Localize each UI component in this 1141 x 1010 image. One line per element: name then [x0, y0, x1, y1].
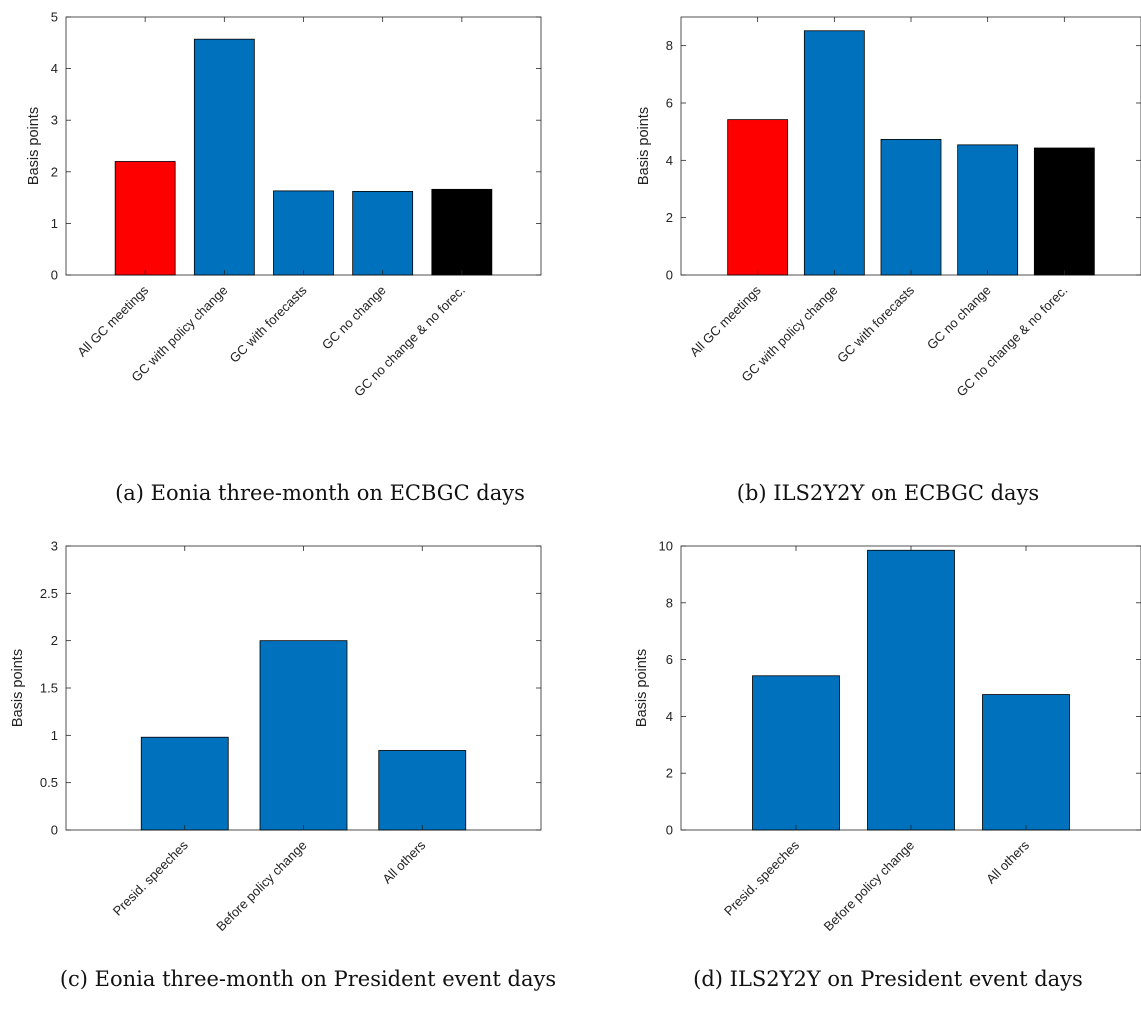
bar	[140, 736, 229, 831]
y-tick-label: 0	[666, 268, 673, 283]
bar	[803, 30, 865, 276]
bar	[431, 188, 493, 276]
x-tick-label: All GC meetings	[74, 282, 151, 359]
x-tick-label: Presid. speeches	[721, 837, 802, 918]
bar	[259, 640, 348, 831]
bar	[114, 161, 176, 276]
x-tick-label: Presid. speeches	[110, 837, 191, 918]
bar	[352, 191, 414, 276]
bar	[957, 144, 1019, 276]
y-tick-label: 6	[666, 652, 673, 667]
y-axis-label: Basis points	[634, 649, 650, 727]
y-tick-label: 2	[51, 164, 58, 179]
y-tick-label: 3	[51, 539, 58, 554]
caption-c: (c) Eonia three-month on President event…	[60, 967, 556, 991]
y-tick-label: 0	[51, 823, 58, 838]
x-tick-label: All others	[983, 837, 1032, 886]
x-tick-label: GC with forecasts	[834, 282, 917, 365]
y-tick-label: 2	[666, 210, 673, 225]
y-tick-label: 6	[666, 96, 673, 111]
x-tick-label: GC with forecasts	[226, 282, 309, 365]
bar	[378, 750, 467, 831]
bar	[727, 119, 789, 276]
bar	[1033, 147, 1095, 276]
y-tick-label: 4	[666, 709, 673, 724]
y-tick-label: 0	[51, 268, 58, 283]
y-tick-label: 1.5	[40, 681, 58, 696]
y-tick-label: 0.5	[40, 775, 58, 790]
caption-a: (a) Eonia three-month on ECBGC days	[115, 481, 525, 505]
y-tick-label: 2	[666, 766, 673, 781]
y-tick-label: 3	[51, 113, 58, 128]
panel-d: 0 2 4 6 8 10 Basis points Presid. speeches Befor…	[634, 539, 1141, 934]
panel-c: 0 0.5 1 1.5 2 2.5 3 Basis points Presid. speeche…	[10, 539, 542, 934]
y-axis-label: Basis points	[636, 107, 652, 185]
y-tick-label: 4	[666, 153, 673, 168]
y-tick-label: 2	[51, 633, 58, 648]
y-axis-label: Basis points	[10, 649, 26, 727]
x-tick-label: Before policy change	[821, 838, 917, 934]
caption-b: (b) ILS2Y2Y on ECBGC days	[737, 481, 1039, 505]
bar	[982, 694, 1070, 831]
bar	[752, 675, 840, 831]
y-tick-label: 0	[666, 823, 673, 838]
x-tick-label: All GC meetings	[687, 282, 764, 359]
panel-a: 0 1 2 3 4 5 Basis points All GC meetings GC with…	[26, 10, 542, 399]
y-tick-label: 5	[51, 10, 58, 25]
y-tick-label: 10	[659, 539, 673, 554]
x-tick-label: GC no change	[924, 283, 994, 353]
x-tick-label: GC no change	[319, 283, 389, 353]
y-axis-label: Basis points	[26, 107, 42, 185]
x-tick-label: Before policy change	[213, 838, 309, 934]
panel-b: 0 2 4 6 8 Basis points All GC meetings GC with …	[636, 16, 1141, 399]
y-tick-label: 4	[51, 61, 58, 76]
y-tick-label: 8	[666, 38, 673, 53]
y-tick-label: 1	[51, 216, 58, 231]
y-tick-label: 2.5	[40, 586, 58, 601]
bar	[193, 38, 255, 276]
y-tick-label: 1	[51, 728, 58, 743]
bar	[273, 190, 334, 276]
bar	[867, 549, 955, 831]
caption-d: (d) ILS2Y2Y on President event days	[693, 967, 1083, 991]
x-tick-label: All others	[379, 837, 428, 886]
y-tick-label: 8	[666, 595, 673, 610]
bar	[880, 139, 942, 276]
